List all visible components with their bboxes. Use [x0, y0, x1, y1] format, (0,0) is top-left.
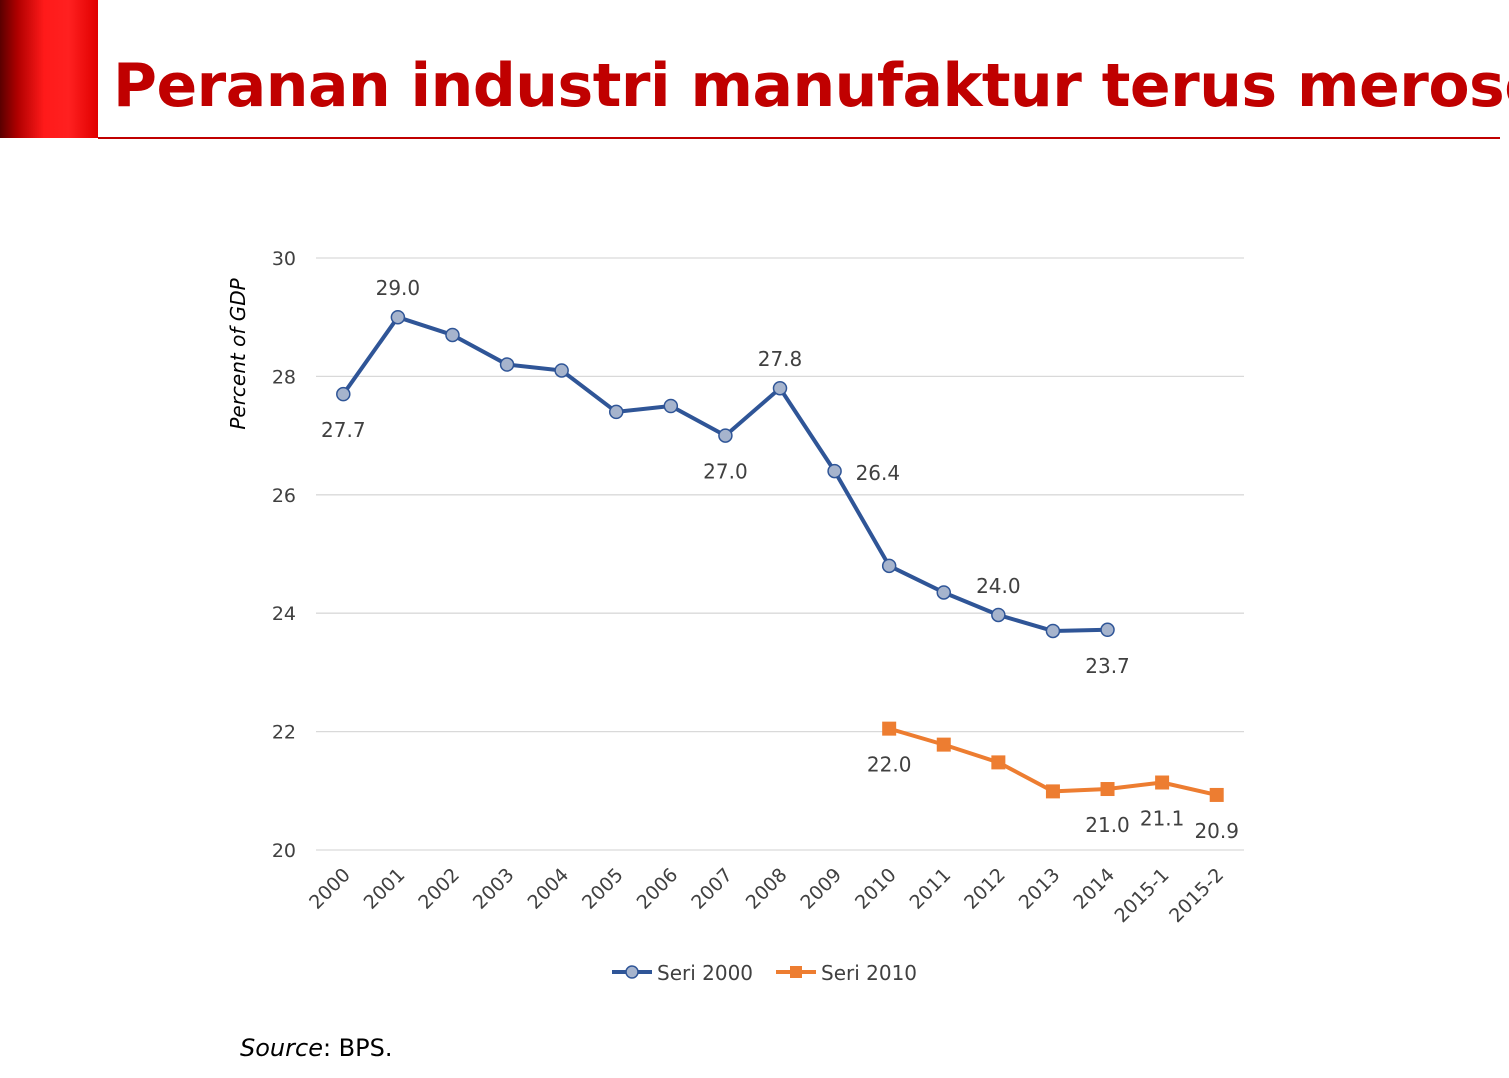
y-tick-label: 24 [272, 603, 296, 625]
x-tick-label: 2006 [633, 864, 683, 914]
data-point [1045, 623, 1061, 639]
legend-marker [790, 966, 802, 978]
data-labels: 27.7 29.0 27.0 27.8 26.4 24.0 23.7 22.0 21.0 21.1… [321, 276, 1239, 843]
x-tick-label: 2000 [305, 864, 355, 914]
data-point [1209, 787, 1224, 802]
x-tick-label: 2015-1 [1110, 864, 1173, 927]
data-point [554, 363, 569, 378]
data-point [936, 737, 951, 752]
data-point [991, 755, 1006, 770]
legend-label: Seri 2000 [657, 961, 753, 985]
data-point [991, 607, 1006, 623]
x-tick-label: 2011 [906, 864, 956, 914]
source-text: : BPS. [322, 1034, 393, 1062]
y-tick-label: 30 [272, 248, 296, 270]
series [336, 309, 1224, 802]
data-point [881, 558, 897, 574]
data-point [1155, 775, 1170, 790]
x-tick-label: 2010 [851, 864, 901, 914]
y-tick-label: 26 [272, 485, 296, 507]
data-point [499, 357, 515, 372]
data-point [390, 309, 406, 325]
data-point [1045, 784, 1060, 799]
data-label: 20.9 [1194, 819, 1239, 843]
x-tick-label: 2014 [1069, 864, 1119, 914]
x-tick-label: 2004 [523, 864, 573, 914]
x-tick-label: 2012 [960, 864, 1010, 914]
data-point [445, 327, 460, 343]
title-accent-block [0, 0, 98, 138]
data-point [827, 463, 842, 479]
data-label: 24.0 [976, 574, 1021, 598]
source-label: Source [240, 1034, 323, 1062]
x-tick-label: 2013 [1015, 864, 1065, 914]
title-underline [98, 137, 1500, 139]
x-tick-label: 2008 [742, 864, 792, 914]
y-axis-label: Percent of GDP [226, 277, 250, 429]
x-tick-label: 2002 [414, 864, 464, 914]
data-label: 23.7 [1085, 654, 1130, 678]
x-tick-label: 2005 [578, 864, 628, 914]
legend-marker [625, 965, 639, 979]
data-point [1100, 782, 1115, 797]
y-tick-label: 20 [272, 840, 296, 862]
data-label: 27.0 [703, 460, 748, 484]
data-point [772, 380, 788, 396]
legend: Seri 2000 Seri 2010 [612, 961, 917, 985]
data-point [718, 428, 733, 443]
data-label: 27.8 [758, 347, 803, 371]
data-label: 22.0 [867, 753, 912, 777]
x-tick-label: 2001 [360, 864, 410, 914]
data-point [936, 585, 952, 600]
source-note: Source: BPS. [240, 1034, 392, 1062]
data-label: 21.1 [1140, 807, 1185, 831]
data-label: 27.7 [321, 418, 366, 442]
x-tick-label: 2003 [469, 864, 519, 914]
slide-title: Peranan industri manufaktur terus meroso… [113, 51, 1509, 121]
data-point [882, 721, 897, 736]
x-tick-label: 2007 [687, 864, 737, 914]
x-tick-label: 2009 [796, 864, 846, 914]
x-axis-ticks: 2000 2001 2002 2003 2004 2005 2006 2007 2008 2009… [305, 864, 1228, 927]
data-point [336, 386, 351, 402]
y-axis-ticks: 20 22 24 26 28 30 [272, 248, 296, 862]
gridlines [316, 257, 1244, 851]
data-point [663, 398, 679, 414]
data-label: 26.4 [856, 461, 901, 485]
data-point [608, 404, 624, 420]
data-label: 21.0 [1085, 813, 1130, 837]
y-tick-label: 28 [272, 366, 296, 388]
legend-label: Seri 2010 [821, 961, 917, 985]
data-label: 29.0 [376, 276, 421, 300]
x-tick-label: 2015-2 [1165, 864, 1228, 927]
y-tick-label: 22 [272, 722, 296, 744]
data-point [1100, 622, 1115, 638]
